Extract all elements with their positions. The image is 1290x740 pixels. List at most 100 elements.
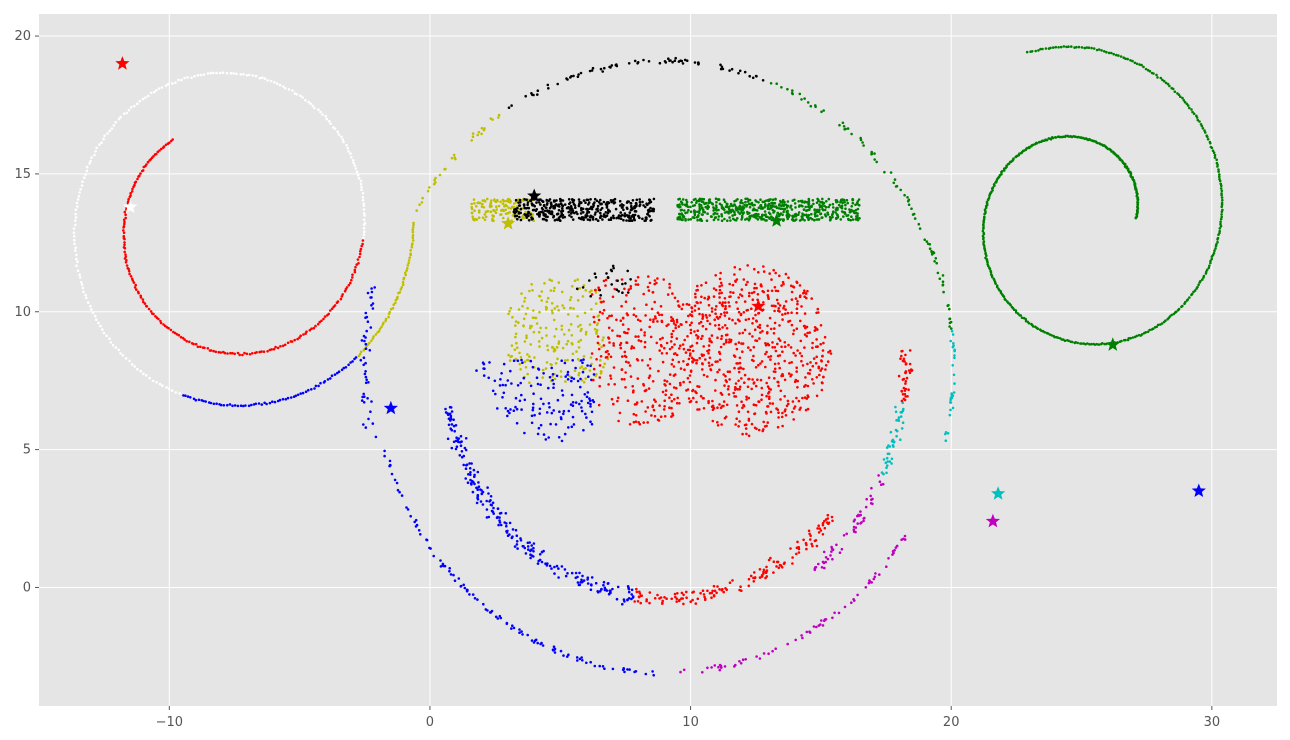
data-point <box>680 307 684 311</box>
data-point <box>792 407 796 410</box>
data-point <box>811 199 815 202</box>
data-point <box>395 481 399 485</box>
data-point <box>472 468 476 472</box>
data-point <box>592 378 595 382</box>
data-point <box>732 291 735 295</box>
data-point <box>639 319 642 323</box>
data-point <box>862 144 865 147</box>
data-point <box>675 401 679 405</box>
data-point <box>463 446 467 450</box>
data-point <box>748 332 751 336</box>
data-point <box>161 384 164 387</box>
data-point <box>719 63 722 67</box>
data-point <box>852 211 856 214</box>
data-point <box>235 72 238 76</box>
data-point <box>908 371 912 375</box>
data-point <box>685 198 688 202</box>
data-point <box>794 638 797 642</box>
data-point <box>1027 322 1031 325</box>
data-point <box>759 362 762 365</box>
data-point <box>555 203 558 206</box>
data-point <box>803 219 806 222</box>
data-point <box>762 570 765 574</box>
data-point <box>630 588 634 592</box>
data-point <box>675 318 679 322</box>
data-point <box>515 543 519 546</box>
data-point <box>361 239 365 242</box>
data-point <box>526 633 529 637</box>
data-point <box>719 67 723 71</box>
data-point <box>760 386 764 390</box>
data-point <box>471 217 475 221</box>
data-point <box>668 59 671 63</box>
data-point <box>795 396 798 400</box>
data-point <box>584 377 587 380</box>
data-point <box>774 349 778 353</box>
data-point <box>806 289 809 293</box>
data-point <box>544 326 548 330</box>
data-point <box>815 208 819 212</box>
data-point <box>281 344 285 348</box>
data-point <box>74 212 77 216</box>
data-point <box>582 428 585 432</box>
data-point <box>580 580 583 584</box>
data-point <box>564 574 568 578</box>
data-point <box>566 370 570 374</box>
data-point <box>421 196 424 200</box>
data-point <box>751 317 755 320</box>
data-point <box>751 76 755 80</box>
data-point <box>114 346 118 349</box>
data-point <box>550 363 553 367</box>
data-point <box>634 209 637 213</box>
data-point <box>516 384 520 387</box>
data-point <box>854 208 858 212</box>
data-point <box>718 358 722 362</box>
data-point <box>846 127 850 130</box>
data-point <box>840 198 843 202</box>
data-point <box>500 209 503 212</box>
data-point <box>627 590 631 594</box>
data-point <box>78 191 81 194</box>
data-point <box>194 342 198 346</box>
data-point <box>123 222 126 226</box>
data-point <box>582 380 586 384</box>
data-point <box>1161 78 1164 82</box>
data-point <box>572 74 575 78</box>
data-point <box>995 285 999 289</box>
data-point <box>330 374 334 378</box>
data-point <box>506 409 510 413</box>
data-point <box>699 301 702 304</box>
data-point <box>763 210 767 213</box>
data-point <box>773 367 777 371</box>
data-point <box>225 71 229 75</box>
data-point <box>858 514 861 517</box>
data-point <box>361 242 364 246</box>
data-point <box>630 204 633 208</box>
data-point <box>623 287 626 291</box>
data-point <box>1095 342 1099 346</box>
data-point <box>693 61 697 64</box>
data-point <box>460 450 464 453</box>
data-point <box>862 517 865 520</box>
data-point <box>559 649 563 653</box>
data-point <box>317 108 320 111</box>
data-point <box>814 104 817 107</box>
data-point <box>557 567 560 570</box>
data-point <box>383 449 386 453</box>
data-point <box>708 356 712 360</box>
data-point <box>1140 63 1143 67</box>
data-point <box>577 204 581 208</box>
data-point <box>710 215 713 218</box>
data-point <box>619 319 623 323</box>
data-point <box>532 330 536 334</box>
data-point <box>368 349 372 352</box>
data-point <box>615 63 618 66</box>
data-point <box>734 207 738 211</box>
data-point <box>712 594 716 598</box>
data-point <box>697 63 700 66</box>
data-point <box>293 338 297 342</box>
data-point <box>580 399 583 403</box>
data-point <box>815 376 819 379</box>
data-point <box>1020 316 1024 320</box>
data-point <box>412 223 415 227</box>
